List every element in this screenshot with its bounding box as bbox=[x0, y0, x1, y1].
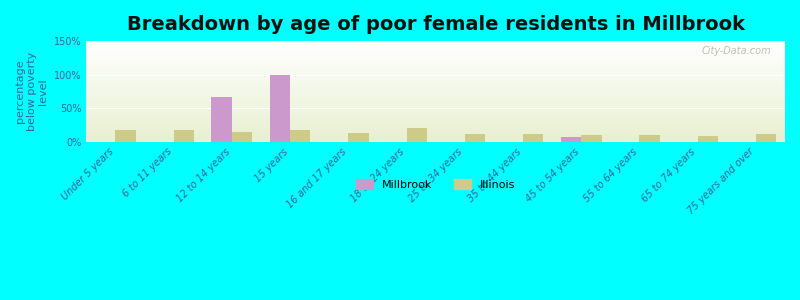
Bar bbox=[115, 130, 136, 142]
Bar bbox=[406, 128, 427, 142]
Bar bbox=[290, 130, 310, 142]
Bar bbox=[639, 135, 660, 142]
Bar bbox=[270, 75, 290, 142]
Bar bbox=[523, 134, 543, 142]
Text: City-Data.com: City-Data.com bbox=[702, 46, 771, 56]
Bar bbox=[756, 134, 776, 142]
Y-axis label: percentage
below poverty
level: percentage below poverty level bbox=[15, 52, 48, 131]
Bar bbox=[698, 136, 718, 142]
Legend: Millbrook, Illinois: Millbrook, Illinois bbox=[352, 175, 520, 194]
Title: Breakdown by age of poor female residents in Millbrook: Breakdown by age of poor female resident… bbox=[126, 15, 745, 34]
Bar bbox=[232, 131, 252, 142]
Bar bbox=[581, 135, 602, 142]
Bar bbox=[465, 134, 485, 142]
Bar bbox=[348, 133, 369, 142]
Bar bbox=[211, 97, 232, 142]
Bar bbox=[561, 137, 581, 142]
Bar bbox=[174, 130, 194, 142]
